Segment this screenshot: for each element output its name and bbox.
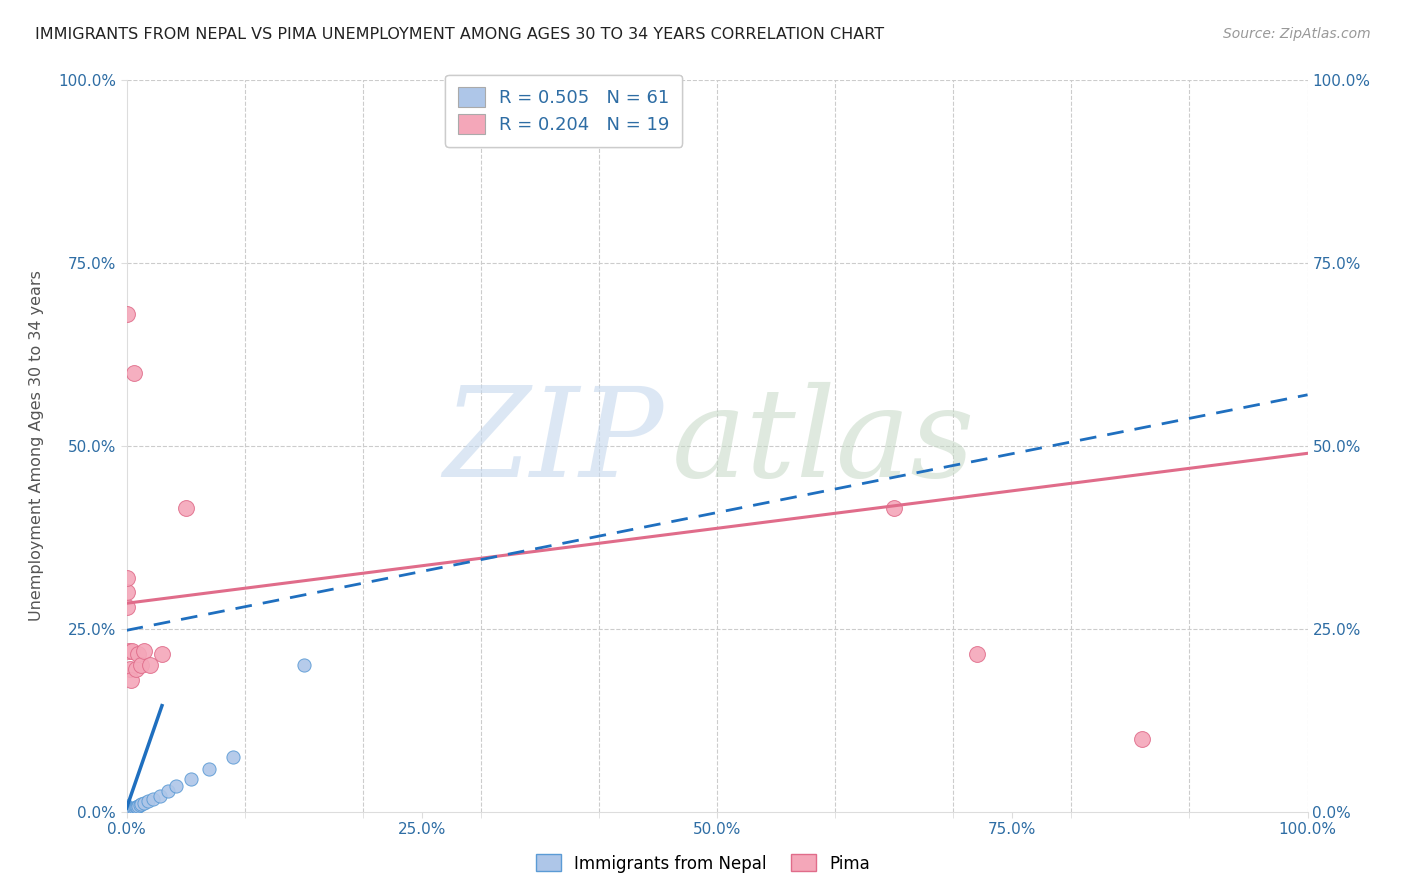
Point — [115, 805, 138, 819]
Point — [115, 805, 138, 819]
Point — [117, 801, 139, 815]
Point — [122, 802, 145, 816]
Point — [222, 749, 245, 764]
Point — [121, 803, 143, 817]
Point — [115, 798, 138, 813]
Point — [1130, 731, 1153, 746]
Point — [115, 800, 138, 814]
Point — [129, 797, 152, 812]
Point — [115, 805, 138, 819]
Point — [120, 803, 142, 817]
Point — [115, 805, 138, 819]
Point — [121, 802, 143, 816]
Y-axis label: Unemployment Among Ages 30 to 34 years: Unemployment Among Ages 30 to 34 years — [30, 270, 44, 622]
Point — [115, 803, 138, 817]
Point — [115, 805, 138, 819]
Point — [120, 803, 142, 817]
Text: atlas: atlas — [672, 382, 976, 503]
Point — [139, 658, 162, 673]
Point — [118, 805, 141, 819]
Point — [115, 799, 138, 814]
Point — [115, 805, 138, 819]
Point — [115, 571, 138, 585]
Point — [966, 648, 988, 662]
Point — [115, 805, 138, 819]
Point — [117, 805, 139, 819]
Point — [115, 805, 138, 819]
Point — [115, 307, 138, 321]
Point — [149, 789, 172, 803]
Point — [120, 803, 142, 817]
Point — [292, 658, 315, 673]
Point — [115, 805, 138, 819]
Point — [120, 673, 142, 687]
Text: IMMIGRANTS FROM NEPAL VS PIMA UNEMPLOYMENT AMONG AGES 30 TO 34 YEARS CORRELATION: IMMIGRANTS FROM NEPAL VS PIMA UNEMPLOYME… — [35, 27, 884, 42]
Point — [117, 803, 139, 817]
Point — [125, 800, 148, 814]
Point — [120, 803, 142, 817]
Point — [141, 791, 163, 805]
Point — [134, 796, 156, 810]
Point — [115, 805, 138, 819]
Point — [120, 804, 142, 818]
Text: ZIP: ZIP — [443, 382, 664, 503]
Point — [883, 501, 905, 516]
Point — [115, 802, 138, 816]
Point — [115, 805, 138, 819]
Point — [125, 662, 148, 676]
Point — [115, 599, 138, 614]
Point — [115, 805, 138, 819]
Text: Source: ZipAtlas.com: Source: ZipAtlas.com — [1223, 27, 1371, 41]
Point — [117, 804, 139, 818]
Point — [115, 805, 138, 819]
Point — [127, 799, 149, 814]
Point — [127, 798, 149, 813]
Point — [117, 802, 139, 816]
Point — [124, 801, 146, 815]
Point — [115, 805, 138, 819]
Point — [115, 805, 138, 819]
Point — [115, 805, 138, 819]
Point — [118, 804, 141, 818]
Legend: Immigrants from Nepal, Pima: Immigrants from Nepal, Pima — [529, 847, 877, 880]
Point — [118, 803, 141, 817]
Legend: R = 0.505   N = 61, R = 0.204   N = 19: R = 0.505 N = 61, R = 0.204 N = 19 — [444, 75, 682, 147]
Point — [129, 658, 152, 673]
Point — [156, 784, 179, 798]
Point — [127, 648, 149, 662]
Point — [115, 803, 138, 817]
Point — [136, 794, 159, 808]
Point — [115, 805, 138, 819]
Point — [115, 805, 138, 819]
Point — [134, 644, 156, 658]
Point — [122, 366, 145, 380]
Point — [180, 772, 202, 786]
Point — [115, 805, 138, 819]
Point — [120, 662, 142, 676]
Point — [128, 798, 150, 813]
Point — [150, 648, 173, 662]
Point — [115, 585, 138, 599]
Point — [198, 762, 221, 776]
Point — [118, 644, 141, 658]
Point — [165, 779, 187, 793]
Point — [174, 501, 197, 516]
Point — [118, 803, 141, 817]
Point — [115, 805, 138, 819]
Point — [115, 801, 138, 815]
Point — [117, 803, 139, 817]
Point — [121, 644, 143, 658]
